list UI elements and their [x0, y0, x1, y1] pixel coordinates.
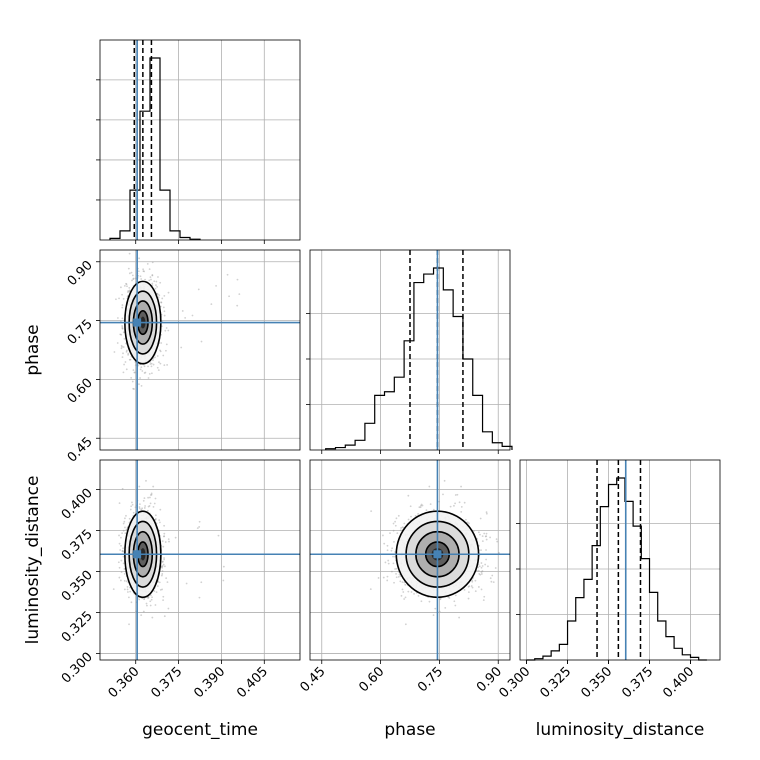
panel-geocent_time-histogram — [99, 39, 301, 241]
tick-label-x-luminosity_distance: 0.350 — [578, 664, 615, 701]
tick-label-x-geocent_time: 0.360 — [106, 664, 143, 701]
tick-label-y-phase: 0.75 — [65, 317, 96, 348]
tick-label-y-phase: 0.45 — [65, 434, 96, 465]
tick-label-x-geocent_time: 0.405 — [234, 664, 271, 701]
tick-label-x-phase: 0.45 — [298, 664, 329, 695]
panel-luminosity_distance-vs-phase — [309, 459, 511, 661]
panel-luminosity_distance-histogram — [519, 459, 721, 661]
tick-label-x-geocent_time: 0.390 — [191, 664, 228, 701]
tick-label-y-luminosity_distance: 0.375 — [59, 527, 96, 564]
tick-label-x-luminosity_distance: 0.325 — [537, 664, 574, 701]
marks-layer — [100, 40, 707, 661]
tick-label-y-phase: 0.60 — [65, 376, 96, 407]
panel-phase-vs-geocent_time — [99, 249, 301, 451]
x-axis-label-geocent_time: geocent_time — [142, 720, 258, 740]
tick-label-x-geocent_time: 0.375 — [148, 664, 185, 701]
truth-marker-phase-vs-geocent_time — [133, 318, 142, 327]
tick-label-x-luminosity_distance: 0.375 — [619, 664, 656, 701]
x-axis-label-phase: phase — [384, 720, 435, 740]
histogram-luminosity_distance — [526, 477, 707, 661]
histogram-phase — [325, 267, 513, 450]
y-axis-label-luminosity_distance: luminosity_distance — [23, 476, 43, 645]
tick-label-x-phase: 0.75 — [415, 664, 446, 695]
tick-label-x-luminosity_distance: 0.400 — [660, 664, 697, 701]
tick-label-y-luminosity_distance: 0.300 — [59, 650, 96, 687]
axes-layer — [96, 39, 721, 664]
tick-label-y-luminosity_distance: 0.325 — [59, 609, 96, 646]
truth-marker-luminosity_distance-vs-phase — [433, 550, 442, 559]
tick-label-x-phase: 0.60 — [356, 664, 387, 695]
tick-label-y-luminosity_distance: 0.400 — [59, 486, 96, 523]
panel-phase-histogram — [309, 249, 511, 451]
tick-label-y-luminosity_distance: 0.350 — [59, 568, 96, 605]
histogram-geocent_time — [109, 57, 201, 240]
tick-label-x-luminosity_distance: 0.300 — [496, 664, 533, 701]
x-axis-label-luminosity_distance: luminosity_distance — [536, 720, 705, 740]
truth-marker-luminosity_distance-vs-geocent_time — [133, 550, 142, 559]
y-axis-label-phase: phase — [23, 324, 43, 375]
tick-label-y-phase: 0.90 — [65, 258, 96, 289]
panel-luminosity_distance-vs-geocent_time — [99, 459, 301, 661]
